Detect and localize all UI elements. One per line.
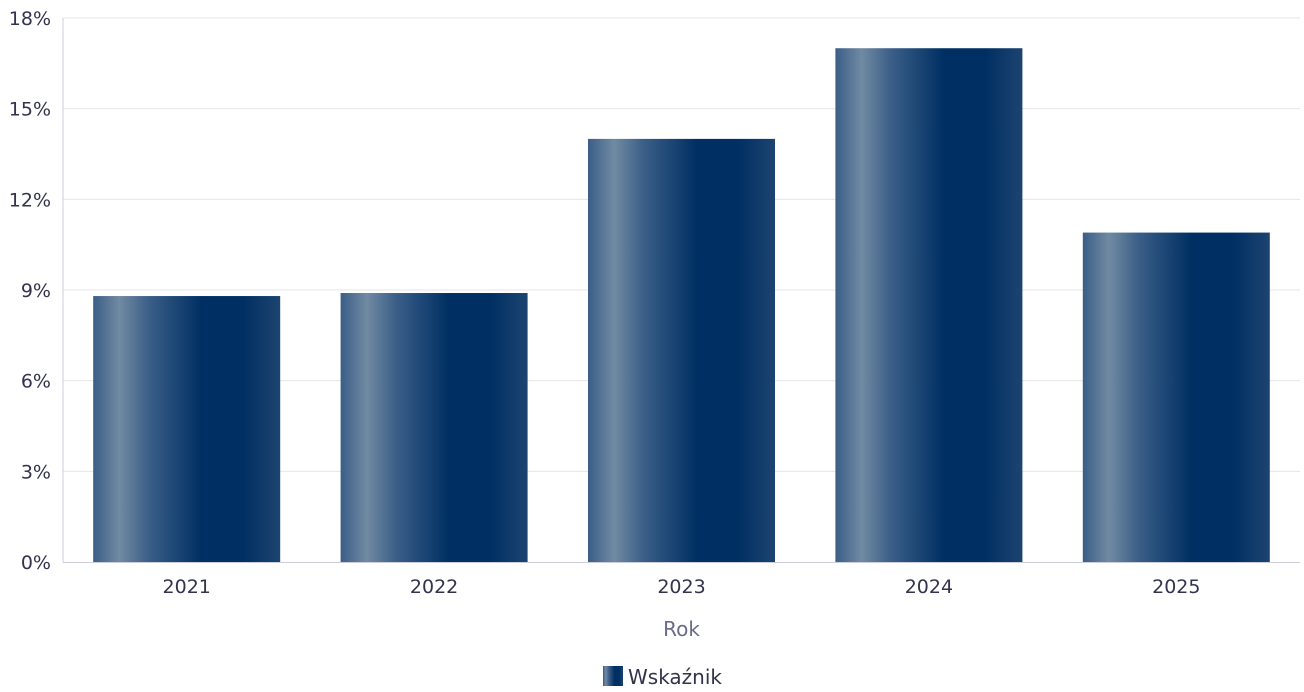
bar-2024[interactable] xyxy=(835,48,1023,562)
legend-label: Wskaźnik xyxy=(628,665,722,688)
x-tick-label: 2023 xyxy=(657,576,705,598)
y-tick-label: 0% xyxy=(21,552,51,574)
bars xyxy=(93,48,1270,563)
x-tick-label: 2025 xyxy=(1152,576,1200,598)
bar-2025[interactable] xyxy=(1082,232,1270,563)
y-tick-label: 9% xyxy=(21,280,51,302)
y-tick-label: 3% xyxy=(21,461,51,483)
x-axis-title: Rok xyxy=(663,617,700,641)
y-tick-label: 6% xyxy=(21,371,51,393)
bar-2023[interactable] xyxy=(588,138,775,562)
axes xyxy=(62,18,1300,563)
y-tick-label: 18% xyxy=(9,8,51,30)
bar-2022[interactable] xyxy=(340,293,528,562)
x-tick-label: 2021 xyxy=(163,576,211,598)
y-tick-label: 15% xyxy=(9,99,51,121)
y-axis-tick-labels: 0% 3% 6% 9% 12% 15% 18% xyxy=(9,8,51,574)
x-axis-tick-labels: 2021 2022 2023 2024 2025 xyxy=(163,576,1201,598)
legend-swatch xyxy=(603,666,623,686)
bar-2021[interactable] xyxy=(93,296,281,562)
x-tick-label: 2024 xyxy=(905,576,953,598)
y-tick-label: 12% xyxy=(9,189,51,211)
legend[interactable]: Wskaźnik xyxy=(603,665,722,689)
x-tick-label: 2022 xyxy=(410,576,458,598)
